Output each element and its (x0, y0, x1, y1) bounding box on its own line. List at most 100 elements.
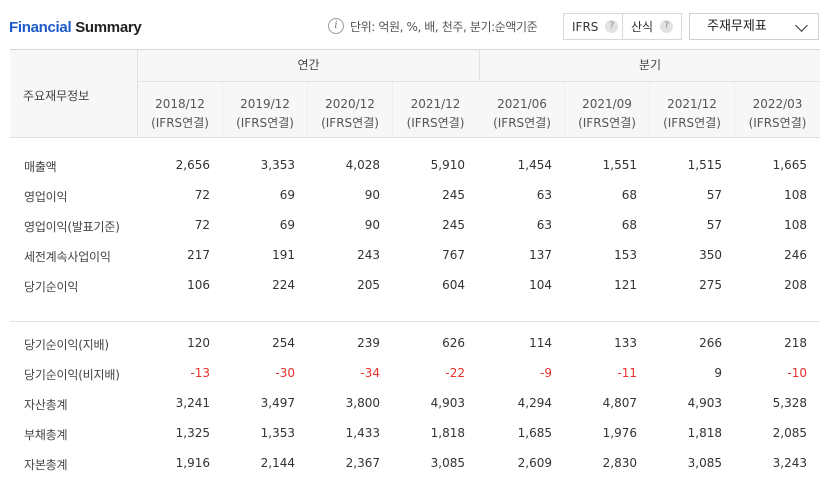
table-cell: 2,085 (772, 426, 807, 440)
statement-select-value: 주재무제표 (707, 19, 767, 34)
table-cell: 1,976 (602, 426, 637, 440)
table-cell: 243 (357, 248, 380, 262)
table-cell: 108 (784, 218, 807, 232)
column-header: 2021/09 (IFRS연결) (565, 82, 650, 138)
table-cell: -22 (445, 366, 465, 380)
table-cell: 218 (784, 336, 807, 350)
table-cell: 121 (614, 278, 637, 292)
table-cell: 3,353 (260, 158, 295, 172)
table-cell: 69 (279, 218, 295, 232)
column-period: 2022/03 (752, 97, 803, 111)
table-cell: 57 (706, 188, 722, 202)
row-label: 부채총계 (24, 428, 68, 442)
table-cell: 4,807 (602, 396, 637, 410)
table-cell: 1,433 (345, 426, 380, 440)
table-cell: 4,294 (517, 396, 552, 410)
row-label: 당기순이익(비지배) (24, 368, 120, 382)
row-label: 영업이익(발표기준) (24, 220, 120, 234)
table-cell: 108 (784, 188, 807, 202)
table-cell: 4,028 (345, 158, 380, 172)
table-row: 세전계속사업이익 217 191 243 767 137 153 350 246 (10, 240, 820, 270)
table-row: 매출액 2,656 3,353 4,028 5,910 1,454 1,551 1,515 1,… (10, 150, 820, 180)
table-cell: 2,830 (602, 456, 637, 470)
table-cell: -30 (275, 366, 295, 380)
table-cell: 245 (442, 188, 465, 202)
table-row: 당기순이익(비지배) -13 -30 -34 -22 -9 -11 9 -10 (10, 358, 820, 388)
table-cell: -13 (190, 366, 210, 380)
column-header: 2018/12 (IFRS연결) (138, 82, 223, 138)
table-cell: 1,916 (175, 456, 210, 470)
ifrs-toggle-button[interactable]: IFRS ? (563, 13, 623, 40)
table-cell: 90 (364, 218, 380, 232)
table-cell: 245 (442, 218, 465, 232)
row-label: 세전계속사업이익 (24, 250, 111, 264)
table-cell: -11 (617, 366, 637, 380)
row-group-divider (10, 300, 820, 322)
help-icon[interactable]: ? (605, 20, 619, 33)
column-period: 2021/09 (582, 97, 632, 111)
column-period: 2021/06 (497, 97, 547, 111)
table-row: 자본총계 1,916 2,144 2,367 3,085 2,609 2,830 3,085 3… (10, 448, 820, 478)
column-basis: (IFRS연결) (151, 116, 209, 130)
financial-summary-table: 주요재무정보 연간 분기 2018/12 (IFRS연결) 2019/12 (IFRS… (10, 49, 820, 478)
column-period: 2018/12 (155, 97, 205, 111)
column-basis: (IFRS연결) (493, 116, 551, 130)
table-cell: 767 (442, 248, 465, 262)
table-cell: 1,325 (175, 426, 210, 440)
help-icon[interactable]: ? (660, 20, 674, 33)
table-cell: 254 (272, 336, 295, 350)
column-basis: (IFRS연결) (321, 116, 379, 130)
table-cell: 5,910 (430, 158, 465, 172)
table-cell: 68 (621, 218, 637, 232)
section-title: Financial Summary (9, 19, 142, 36)
table-cell: 3,800 (345, 396, 380, 410)
table-cell: 604 (442, 278, 465, 292)
table-row: 영업이익 72 69 90 245 63 68 57 108 (10, 180, 820, 210)
table-cell: -34 (360, 366, 380, 380)
table-row: 영업이익(발표기준) 72 69 90 245 63 68 57 108 (10, 210, 820, 240)
table-cell: 3,241 (175, 396, 210, 410)
table-cell: 153 (614, 248, 637, 262)
table-cell: 104 (529, 278, 552, 292)
table-cell: 90 (364, 188, 380, 202)
ifrs-label: IFRS (572, 19, 599, 34)
column-basis: (IFRS연결) (578, 116, 636, 130)
table-cell: 2,367 (345, 456, 380, 470)
title-prefix: Financial (9, 19, 72, 36)
table-cell: 275 (699, 278, 722, 292)
table-cell: 3,085 (430, 456, 465, 470)
table-cell: 137 (529, 248, 552, 262)
table-cell: 1,454 (517, 158, 552, 172)
table-cell: 63 (536, 188, 552, 202)
table-cell: 3,497 (260, 396, 295, 410)
table-cell: 1,515 (687, 158, 722, 172)
table-cell: 224 (272, 278, 295, 292)
table-cell: 3,085 (687, 456, 722, 470)
table-cell: 1,685 (517, 426, 552, 440)
table-cell: 239 (357, 336, 380, 350)
table-cell: 4,903 (687, 396, 722, 410)
table-cell: 72 (194, 188, 210, 202)
info-icon[interactable]: i (328, 18, 344, 34)
table-cell: 63 (536, 218, 552, 232)
column-basis: (IFRS연결) (663, 116, 721, 130)
statement-type-select[interactable]: 주재무제표 (689, 13, 819, 40)
column-period: 2020/12 (325, 97, 375, 111)
table-cell: 3,243 (772, 456, 807, 470)
table-cell: 2,609 (517, 456, 552, 470)
column-header: 2019/12 (IFRS연결) (223, 82, 308, 138)
table-row: 당기순이익(지배) 120 254 239 626 114 133 266 218 (10, 328, 820, 358)
table-row: 자산총계 3,241 3,497 3,800 4,903 4,294 4,807 4,903 5… (10, 388, 820, 418)
table-row: 당기순이익 106 224 205 604 104 121 275 208 (10, 270, 820, 300)
column-basis: (IFRS연결) (748, 116, 807, 130)
table-cell: 208 (784, 278, 807, 292)
table-cell: 5,328 (772, 396, 807, 410)
table-cell: 205 (357, 278, 380, 292)
table-cell: 120 (187, 336, 210, 350)
table-cell: 2,144 (260, 456, 295, 470)
table-cell: 626 (442, 336, 465, 350)
table-cell: 106 (187, 278, 210, 292)
table-row: 부채총계 1,325 1,353 1,433 1,818 1,685 1,976 1,818 2… (10, 418, 820, 448)
formula-toggle-button[interactable]: 산식 ? (622, 13, 682, 40)
table-cell: 1,353 (260, 426, 295, 440)
